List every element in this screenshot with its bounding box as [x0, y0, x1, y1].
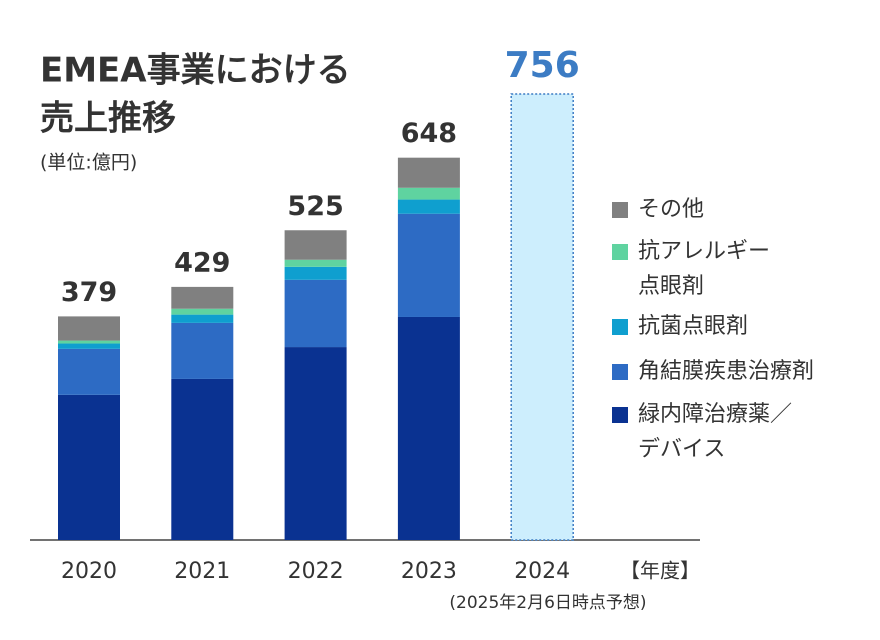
legend-swatch	[612, 244, 628, 260]
bar-segment	[171, 308, 234, 315]
bar-segment	[397, 316, 460, 540]
total-label: 648	[401, 118, 457, 149]
legend-item: 抗菌点眼剤	[612, 309, 748, 344]
x-tick-label: 2024	[514, 559, 570, 584]
bar-segment	[58, 340, 120, 344]
bar-segment	[284, 279, 347, 348]
legend-label: 抗アレルギー 点眼剤	[638, 239, 771, 299]
x-axis-label: 【年度】	[620, 559, 700, 583]
bar-segment	[171, 314, 234, 323]
bar-segment	[171, 378, 234, 540]
bar-segment	[58, 343, 120, 349]
legend-item: 角結膜疾患治療剤	[612, 354, 814, 389]
x-tick-label: 2022	[288, 559, 344, 584]
x-tick-label: 2020	[61, 559, 117, 584]
bar-segment	[58, 394, 120, 540]
legend-item: その他	[612, 192, 704, 227]
x-tick-label: 2021	[174, 559, 230, 584]
bar-segment	[58, 316, 120, 341]
bar-segment	[284, 259, 347, 267]
bar-segment	[58, 348, 120, 395]
total-label: 756	[505, 45, 580, 86]
legend-swatch	[612, 202, 628, 218]
legend-swatch	[612, 407, 628, 423]
bar-segment	[397, 213, 460, 317]
total-label: 525	[287, 191, 343, 222]
bar-segment	[284, 266, 347, 280]
legend-swatch	[612, 364, 628, 380]
bar-segment	[171, 322, 234, 379]
legend-item: 抗アレルギー 点眼剤	[612, 234, 770, 304]
legend-label: 緑内障治療薬／ デバイス	[638, 402, 793, 462]
chart-title: 売上推移	[40, 99, 176, 139]
total-label: 379	[61, 277, 117, 308]
legend-label: 角結膜疾患治療剤	[638, 359, 815, 384]
legend-swatch	[612, 319, 628, 335]
forecast-bar	[510, 93, 574, 541]
note: (2025年2月6日時点予想)	[449, 593, 646, 613]
bar-segment	[397, 187, 460, 200]
unit-label: (単位:億円)	[40, 152, 137, 174]
total-label: 429	[174, 247, 230, 278]
x-tick-label: 2023	[401, 559, 457, 584]
bar-segment	[397, 157, 460, 188]
legend-item: 緑内障治療薬／ デバイス	[612, 397, 792, 467]
legend-label: 抗菌点眼剤	[638, 314, 749, 339]
bar-segment	[284, 347, 347, 540]
legend-label: その他	[638, 197, 705, 222]
chart-title: EMEA事業における	[40, 51, 351, 91]
bar-segment	[171, 286, 234, 309]
bar-segment	[284, 230, 347, 260]
bar-segment	[397, 199, 460, 214]
